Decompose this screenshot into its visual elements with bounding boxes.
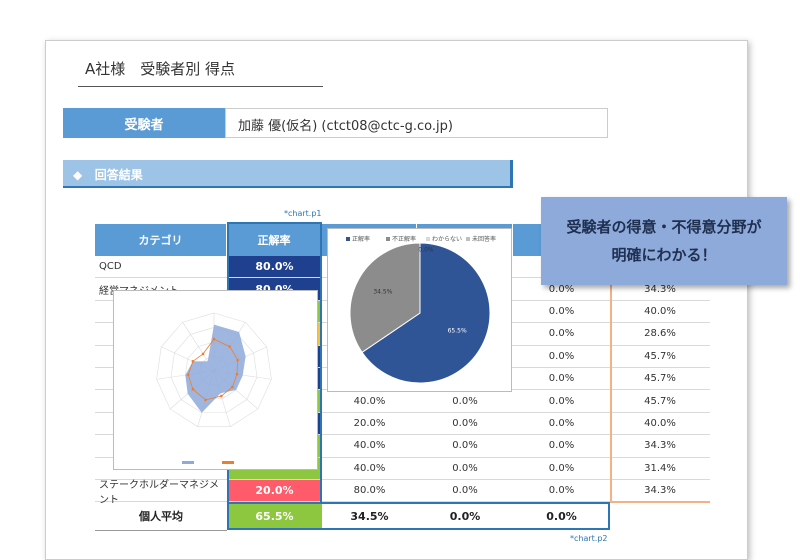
legend-swatch <box>222 461 234 464</box>
cell: 0.0% <box>452 485 478 497</box>
cell: ステークホルダーマネジメント <box>99 479 219 506</box>
pie-label: 65.5% <box>448 328 467 335</box>
cell: 40.0% <box>644 305 676 317</box>
legend-swatch <box>182 461 194 464</box>
screen: A社様 受験者別 得点 受験者 加藤 優(仮名) (ctct08@ctc-g.c… <box>45 40 787 560</box>
cell: 0.0% <box>548 328 575 340</box>
pie-chart: 65.5% 34.5% 0.0% 正解率 不正解率 わからない 未回答率 <box>327 228 512 392</box>
orange-line <box>610 256 612 503</box>
row-line <box>95 501 710 503</box>
cell: 45.7% <box>644 350 676 362</box>
rate-cell: 20.0% <box>227 480 322 502</box>
cell: 0.0% <box>548 373 575 385</box>
footer-line <box>95 530 227 532</box>
cell: 0.0% <box>452 440 478 452</box>
cell: 20.0% <box>353 417 386 429</box>
legend-swatch <box>386 237 390 241</box>
row-line <box>95 434 710 436</box>
cell: 28.6% <box>644 328 676 340</box>
rate-cell: 80.0% <box>227 256 322 278</box>
radar-point <box>186 373 190 377</box>
footer-cell: 個人平均 <box>139 510 183 524</box>
section-title: 回答結果 <box>94 168 143 182</box>
cell: 34.3% <box>644 283 676 295</box>
legend-label: 未回答率 <box>472 235 496 243</box>
radar-ring <box>156 312 272 427</box>
radar-point <box>191 360 195 363</box>
cell: 0.0% <box>548 485 575 497</box>
examinee: 加藤 優(仮名) (ctct08@ctc-g.co.jp) <box>225 108 608 138</box>
cell: 0.0% <box>548 440 575 452</box>
radar-chart <box>113 290 318 470</box>
radar-point <box>235 373 239 376</box>
cell: 0.0% <box>548 462 575 474</box>
callout-line: 明確にわかる！ <box>611 246 717 264</box>
pie-label: 34.5% <box>373 288 392 295</box>
radar-line <box>187 338 239 401</box>
callout: 受験者の得意・不得意分野が 明確にわかる！ <box>541 197 787 285</box>
footer-cell: 65.5% <box>227 502 322 531</box>
cell: QCD <box>99 261 122 273</box>
radar-point <box>236 358 240 362</box>
radar-point <box>220 394 223 398</box>
radar-ring <box>170 327 258 414</box>
legend-label: わからない <box>432 236 462 243</box>
radar-point <box>201 352 205 356</box>
radar-point <box>204 398 207 402</box>
examinee-label: 受験者 <box>63 108 225 138</box>
radar-area <box>185 324 246 413</box>
legend-label: 正解率 <box>352 235 370 243</box>
pie-slice <box>349 242 421 354</box>
pie-label: 0.0% <box>418 247 434 254</box>
cell: 0.0% <box>452 395 478 407</box>
pie-slice <box>361 242 491 384</box>
legend-label: 不正解率 <box>392 235 416 243</box>
cell: 0.0% <box>452 417 478 429</box>
radar-point <box>212 337 216 341</box>
cell: 0.0% <box>452 462 478 474</box>
row-line <box>95 479 710 480</box>
cell: 80.0% <box>353 485 386 497</box>
radar-point <box>228 345 231 348</box>
cell: 34.3% <box>644 440 676 452</box>
cell: 45.7% <box>644 373 676 385</box>
cell: 40.0% <box>644 417 676 429</box>
cell: 40.0% <box>353 462 386 474</box>
cell: 45.7% <box>644 395 676 407</box>
cell: 0.0% <box>548 417 575 429</box>
chart-ref: *chart.p1 <box>284 209 322 218</box>
legend-swatch <box>426 237 430 241</box>
header-cell: カテゴリ <box>95 224 227 256</box>
cell: 0.0% <box>548 395 575 407</box>
footer-cell: 34.5% <box>350 509 389 523</box>
legend-swatch <box>466 237 470 241</box>
chart-ref: *chart.p2 <box>570 534 608 543</box>
cell: 0.0% <box>548 283 575 295</box>
cell: 40.0% <box>353 395 386 407</box>
cell: 0.0% <box>548 305 575 317</box>
footer-cell: 0.0% <box>449 509 481 523</box>
row-line <box>95 456 710 458</box>
section-bar: ◆ 回答結果 <box>63 160 513 188</box>
legend-swatch <box>346 237 350 241</box>
title-underline <box>78 86 323 87</box>
radar-point <box>191 387 195 391</box>
title: A社様 受験者別 得点 <box>85 60 236 78</box>
cell: 0.0% <box>548 350 575 362</box>
radar-point <box>231 385 234 389</box>
cell: 40.0% <box>353 440 386 452</box>
row-line <box>95 411 710 413</box>
cell: 31.4% <box>644 462 676 474</box>
orange-line <box>610 501 710 504</box>
footer-border <box>227 502 610 531</box>
callout-line: 受験者の得意・不得意分野が <box>566 218 762 236</box>
footer-cell: 0.0% <box>546 509 577 523</box>
cell: 34.3% <box>644 485 676 497</box>
